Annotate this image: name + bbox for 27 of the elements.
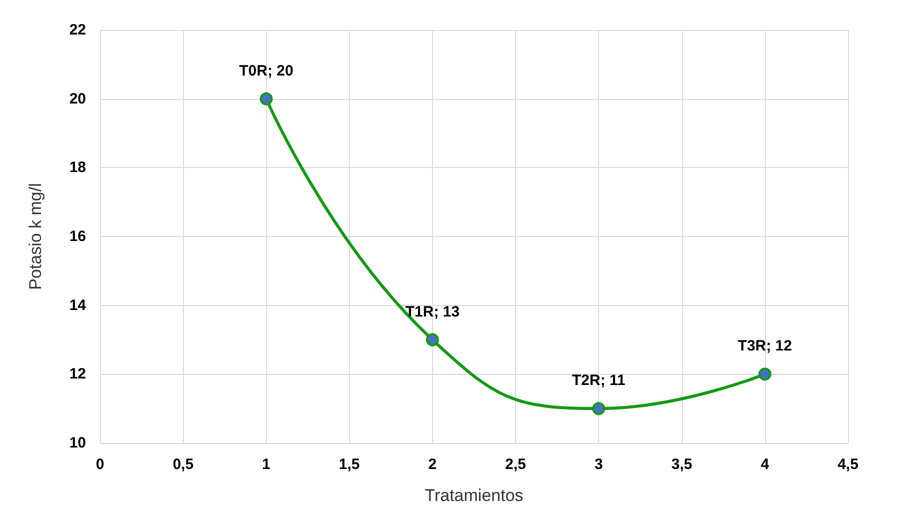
y-tick-label: 10 bbox=[69, 434, 86, 452]
data-label: T2R; 11 bbox=[572, 372, 626, 390]
x-tick-label: 0 bbox=[96, 456, 104, 473]
x-tick-label: 4 bbox=[760, 456, 770, 473]
y-tick-label: 16 bbox=[69, 228, 86, 245]
point bbox=[426, 333, 439, 346]
x-tick-label: 3,5 bbox=[671, 456, 692, 473]
x-tick-label: 4,5 bbox=[838, 456, 858, 473]
point bbox=[592, 402, 606, 416]
data-label: T0R; 20 bbox=[239, 62, 294, 80]
point bbox=[758, 368, 772, 381]
y-tick-label: 12 bbox=[69, 366, 86, 383]
x-tick-label: 1,5 bbox=[338, 456, 360, 473]
y-tick-label: 20 bbox=[69, 90, 86, 108]
y-tick-label: 18 bbox=[69, 159, 86, 176]
x-tick-label: 0,5 bbox=[172, 456, 194, 473]
y-axis-title: Potasio k mg/l bbox=[26, 183, 45, 290]
point bbox=[260, 92, 273, 106]
data-label: T3R; 12 bbox=[738, 338, 792, 355]
x-tick-label: 2 bbox=[428, 456, 437, 473]
x-axis-title: Tratamientos bbox=[424, 486, 524, 505]
x-tick-label: 3 bbox=[594, 456, 603, 473]
x-tick-label: 2,5 bbox=[505, 456, 526, 473]
y-tick-label: 14 bbox=[69, 296, 87, 314]
x-tick-label: 1 bbox=[262, 456, 270, 473]
data-label: T1R; 13 bbox=[405, 303, 460, 320]
y-tick-label: 22 bbox=[69, 22, 86, 38]
